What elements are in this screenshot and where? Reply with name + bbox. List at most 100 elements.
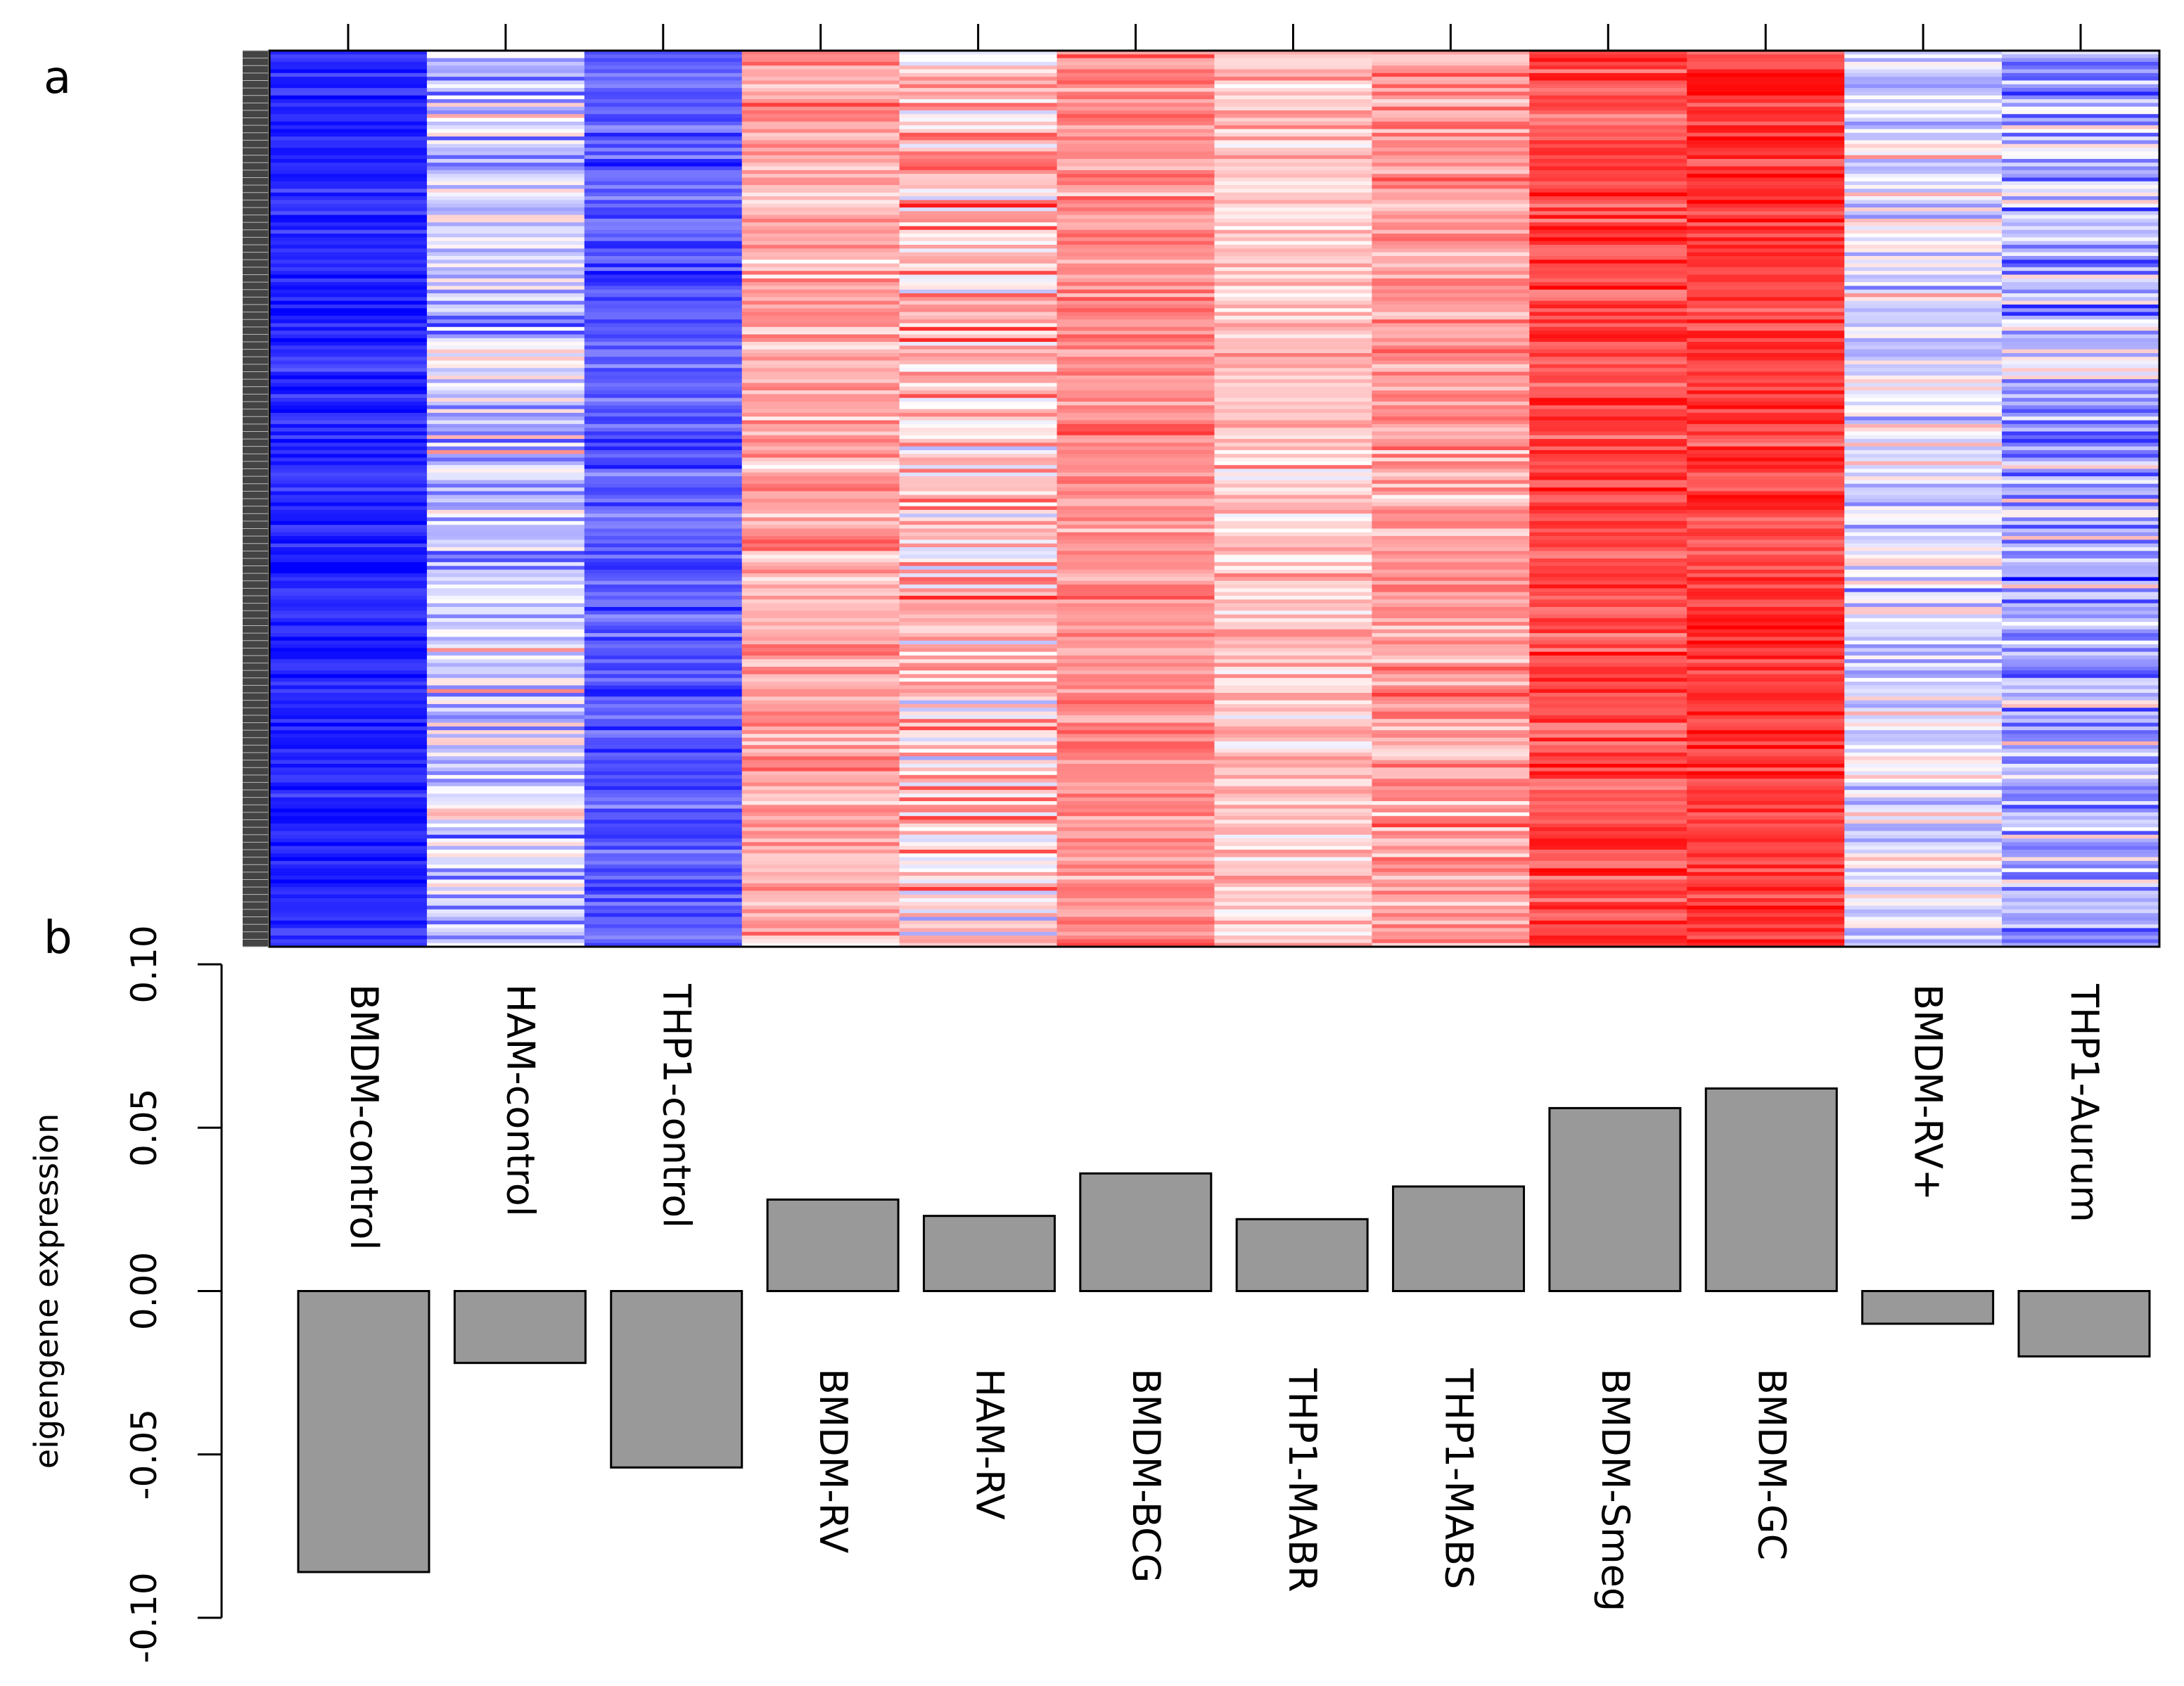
heatmap-cell (584, 502, 743, 507)
heatmap-cell (2002, 308, 2160, 313)
heatmap-cell (1372, 226, 1530, 231)
heatmap-cell (1056, 54, 1215, 59)
heatmap-cell (1844, 857, 2003, 862)
heatmap-cell (899, 726, 1058, 731)
heatmap-cell (269, 539, 428, 544)
heatmap-cell (741, 536, 900, 540)
heatmap-cell (1529, 741, 1687, 746)
heatmap-cell (899, 592, 1058, 596)
heatmap-cell (1056, 88, 1215, 92)
heatmap-cell (426, 308, 585, 313)
heatmap-cell (584, 72, 743, 77)
heatmap-cell (426, 177, 585, 182)
heatmap-cell (1687, 174, 1845, 179)
heatmap-cell (426, 876, 585, 881)
heatmap-cell (1844, 737, 2003, 742)
heatmap-cell (1056, 263, 1215, 268)
heatmap-cell (1372, 446, 1530, 451)
heatmap-cell (1844, 849, 2003, 854)
heatmap-cell (269, 763, 428, 768)
heatmap-cell (426, 943, 585, 947)
heatmap-cell (1687, 648, 1845, 653)
heatmap-cell (1056, 871, 1215, 876)
heatmap-cell (1529, 170, 1687, 174)
heatmap-cell (2002, 248, 2160, 253)
heatmap-cell (1529, 894, 1687, 899)
heatmap-cell (2002, 547, 2160, 551)
heatmap-cell (1214, 300, 1373, 305)
heatmap-cell (1214, 834, 1373, 839)
heatmap-cell (1372, 103, 1530, 108)
heatmap-cell (1214, 263, 1373, 268)
heatmap-cell (1687, 902, 1845, 907)
heatmap-cell (426, 715, 585, 720)
heatmap-cell (899, 271, 1058, 276)
heatmap-cell (899, 685, 1058, 690)
heatmap-cell (1687, 797, 1845, 802)
heatmap-cell (584, 596, 743, 600)
heatmap-cell (426, 114, 585, 119)
heatmap-cell (584, 943, 743, 947)
heatmap-cell (2002, 386, 2160, 391)
heatmap-cell (1214, 371, 1373, 376)
heatmap-cell (1056, 857, 1215, 862)
heatmap-cell (1844, 774, 2003, 779)
heatmap-cell (1529, 110, 1687, 115)
heatmap-cell (584, 831, 743, 836)
heatmap-cell (426, 536, 585, 540)
heatmap-cell (1844, 525, 2003, 530)
heatmap-cell (584, 554, 743, 559)
heatmap-cell (2002, 91, 2160, 96)
heatmap-cell (741, 368, 900, 373)
heatmap-cell (584, 797, 743, 802)
heatmap-cell (899, 606, 1058, 611)
heatmap-cell (899, 349, 1058, 354)
heatmap-cell (741, 890, 900, 895)
heatmap-cell (426, 722, 585, 727)
heatmap-cell (1056, 375, 1215, 380)
heatmap-cell (584, 700, 743, 705)
heatmap-cell (1687, 827, 1845, 832)
heatmap-cell (1056, 151, 1215, 156)
heatmap-cell (1214, 121, 1373, 126)
heatmap-cell (1687, 913, 1845, 918)
heatmap-cell (1687, 211, 1845, 216)
heatmap-cell (269, 420, 428, 425)
heatmap-cell (1529, 502, 1687, 507)
heatmap-cell (426, 151, 585, 156)
heatmap-cell (1529, 756, 1687, 761)
heatmap-cell (899, 838, 1058, 843)
heatmap-cell (1056, 677, 1215, 682)
heatmap-cell (1529, 352, 1687, 357)
heatmap-cell (584, 457, 743, 462)
heatmap-cell (899, 786, 1058, 791)
heatmap-cell (584, 237, 743, 242)
heatmap-cell (741, 409, 900, 414)
heatmap-cell (1214, 397, 1373, 402)
heatmap-cell (1056, 401, 1215, 406)
heatmap-cell (1056, 659, 1215, 664)
heatmap-cell (1056, 577, 1215, 582)
heatmap-cell (1687, 760, 1845, 765)
heatmap-cell (2002, 517, 2160, 522)
heatmap-cell (741, 136, 900, 141)
heatmap-cell (2002, 562, 2160, 567)
heatmap-cell (1372, 509, 1530, 514)
heatmap-cell (1844, 352, 2003, 357)
heatmap-cell (2002, 331, 2160, 336)
heatmap-cell (1214, 640, 1373, 645)
heatmap-cell (1372, 431, 1530, 436)
heatmap-cell (1214, 633, 1373, 638)
heatmap-cell (741, 703, 900, 708)
heatmap-cell (899, 898, 1058, 902)
heatmap-cell (1844, 677, 2003, 682)
heatmap-cell (584, 521, 743, 525)
heatmap-cell (899, 379, 1058, 384)
heatmap-cell (1529, 823, 1687, 828)
heatmap-cell (741, 539, 900, 544)
heatmap-cell (741, 449, 900, 454)
heatmap-cell (1056, 229, 1215, 234)
heatmap-cell (1056, 805, 1215, 810)
heatmap-cell (2002, 539, 2160, 544)
heatmap-cell (1372, 693, 1530, 697)
